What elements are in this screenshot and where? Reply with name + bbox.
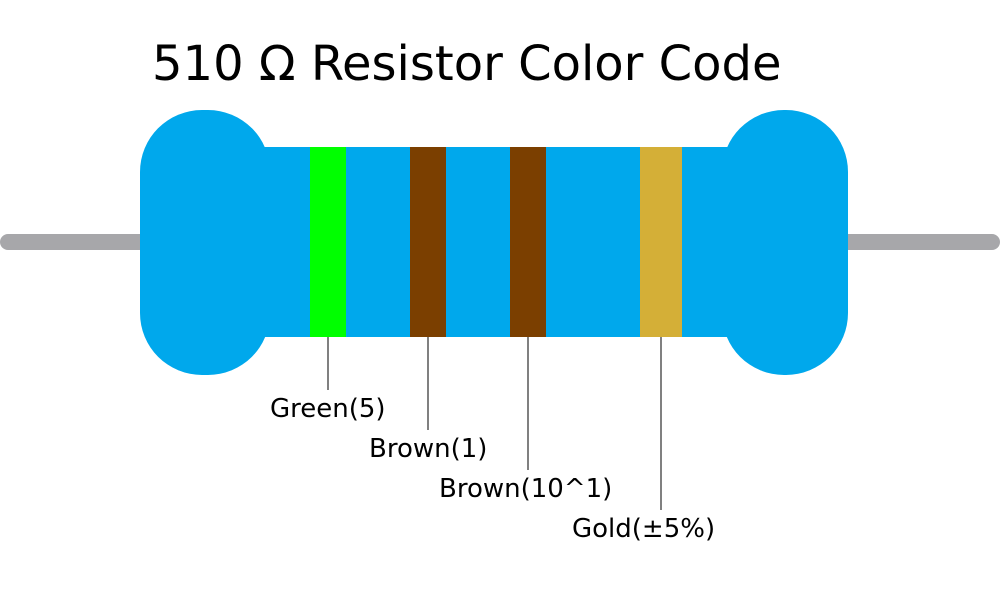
band-label: Green(5) — [270, 394, 386, 424]
band-label: Brown(1) — [369, 434, 487, 464]
color-band — [410, 147, 446, 337]
band-label: Gold(±5%) — [572, 514, 715, 544]
color-band — [640, 147, 682, 337]
left-cap — [140, 110, 270, 375]
color-band — [310, 147, 346, 337]
title: 510 Ω Resistor Color Code — [152, 36, 782, 92]
resistor-body — [140, 110, 848, 375]
band-label: Brown(10^1) — [439, 474, 612, 504]
color-band — [510, 147, 546, 337]
